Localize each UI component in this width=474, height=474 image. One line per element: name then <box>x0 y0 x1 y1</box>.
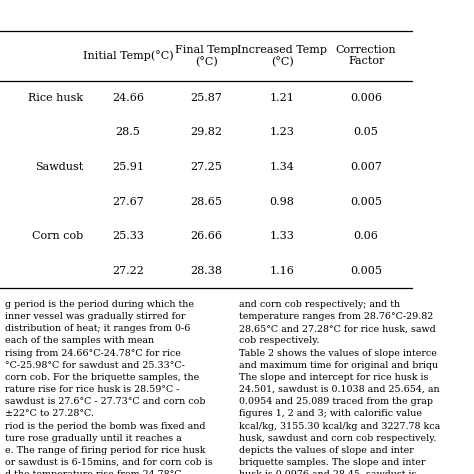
Text: and corn cob respectively; and th
temperature ranges from 28.76°C-29.82
28.65°C : and corn cob respectively; and th temper… <box>239 300 442 474</box>
Text: 0.06: 0.06 <box>354 231 379 241</box>
Text: 26.66: 26.66 <box>190 231 222 241</box>
Text: 1.21: 1.21 <box>270 93 294 103</box>
Text: 25.91: 25.91 <box>112 162 144 172</box>
Text: 28.5: 28.5 <box>116 128 140 137</box>
Text: 0.05: 0.05 <box>354 128 379 137</box>
Text: 25.87: 25.87 <box>190 93 222 103</box>
Text: 27.22: 27.22 <box>112 266 144 276</box>
Text: 25.33: 25.33 <box>112 231 144 241</box>
Text: 1.23: 1.23 <box>270 128 294 137</box>
Text: Corn cob: Corn cob <box>32 231 83 241</box>
Text: 0.007: 0.007 <box>350 162 382 172</box>
Text: Final Temp
(°C): Final Temp (°C) <box>175 45 237 67</box>
Text: 1.33: 1.33 <box>270 231 294 241</box>
Text: 1.16: 1.16 <box>270 266 294 276</box>
Text: Rice husk: Rice husk <box>28 93 83 103</box>
Text: Sawdust: Sawdust <box>35 162 83 172</box>
Text: 0.006: 0.006 <box>350 93 382 103</box>
Text: 0.005: 0.005 <box>350 266 382 276</box>
Text: Correction
Factor: Correction Factor <box>336 45 396 66</box>
Text: 24.66: 24.66 <box>112 93 144 103</box>
Text: g period is the period during which the
inner vessel was gradually stirred for
d: g period is the period during which the … <box>5 300 212 474</box>
Text: 27.67: 27.67 <box>112 197 144 207</box>
Text: Increased Temp
(°C): Increased Temp (°C) <box>237 45 327 67</box>
Text: 28.65: 28.65 <box>190 197 222 207</box>
Text: 28.38: 28.38 <box>190 266 222 276</box>
Text: 27.25: 27.25 <box>190 162 222 172</box>
Text: 1.34: 1.34 <box>270 162 294 172</box>
Text: 0.005: 0.005 <box>350 197 382 207</box>
Text: 0.98: 0.98 <box>270 197 294 207</box>
Text: 29.82: 29.82 <box>190 128 222 137</box>
Text: Initial Temp(°C): Initial Temp(°C) <box>82 50 173 61</box>
